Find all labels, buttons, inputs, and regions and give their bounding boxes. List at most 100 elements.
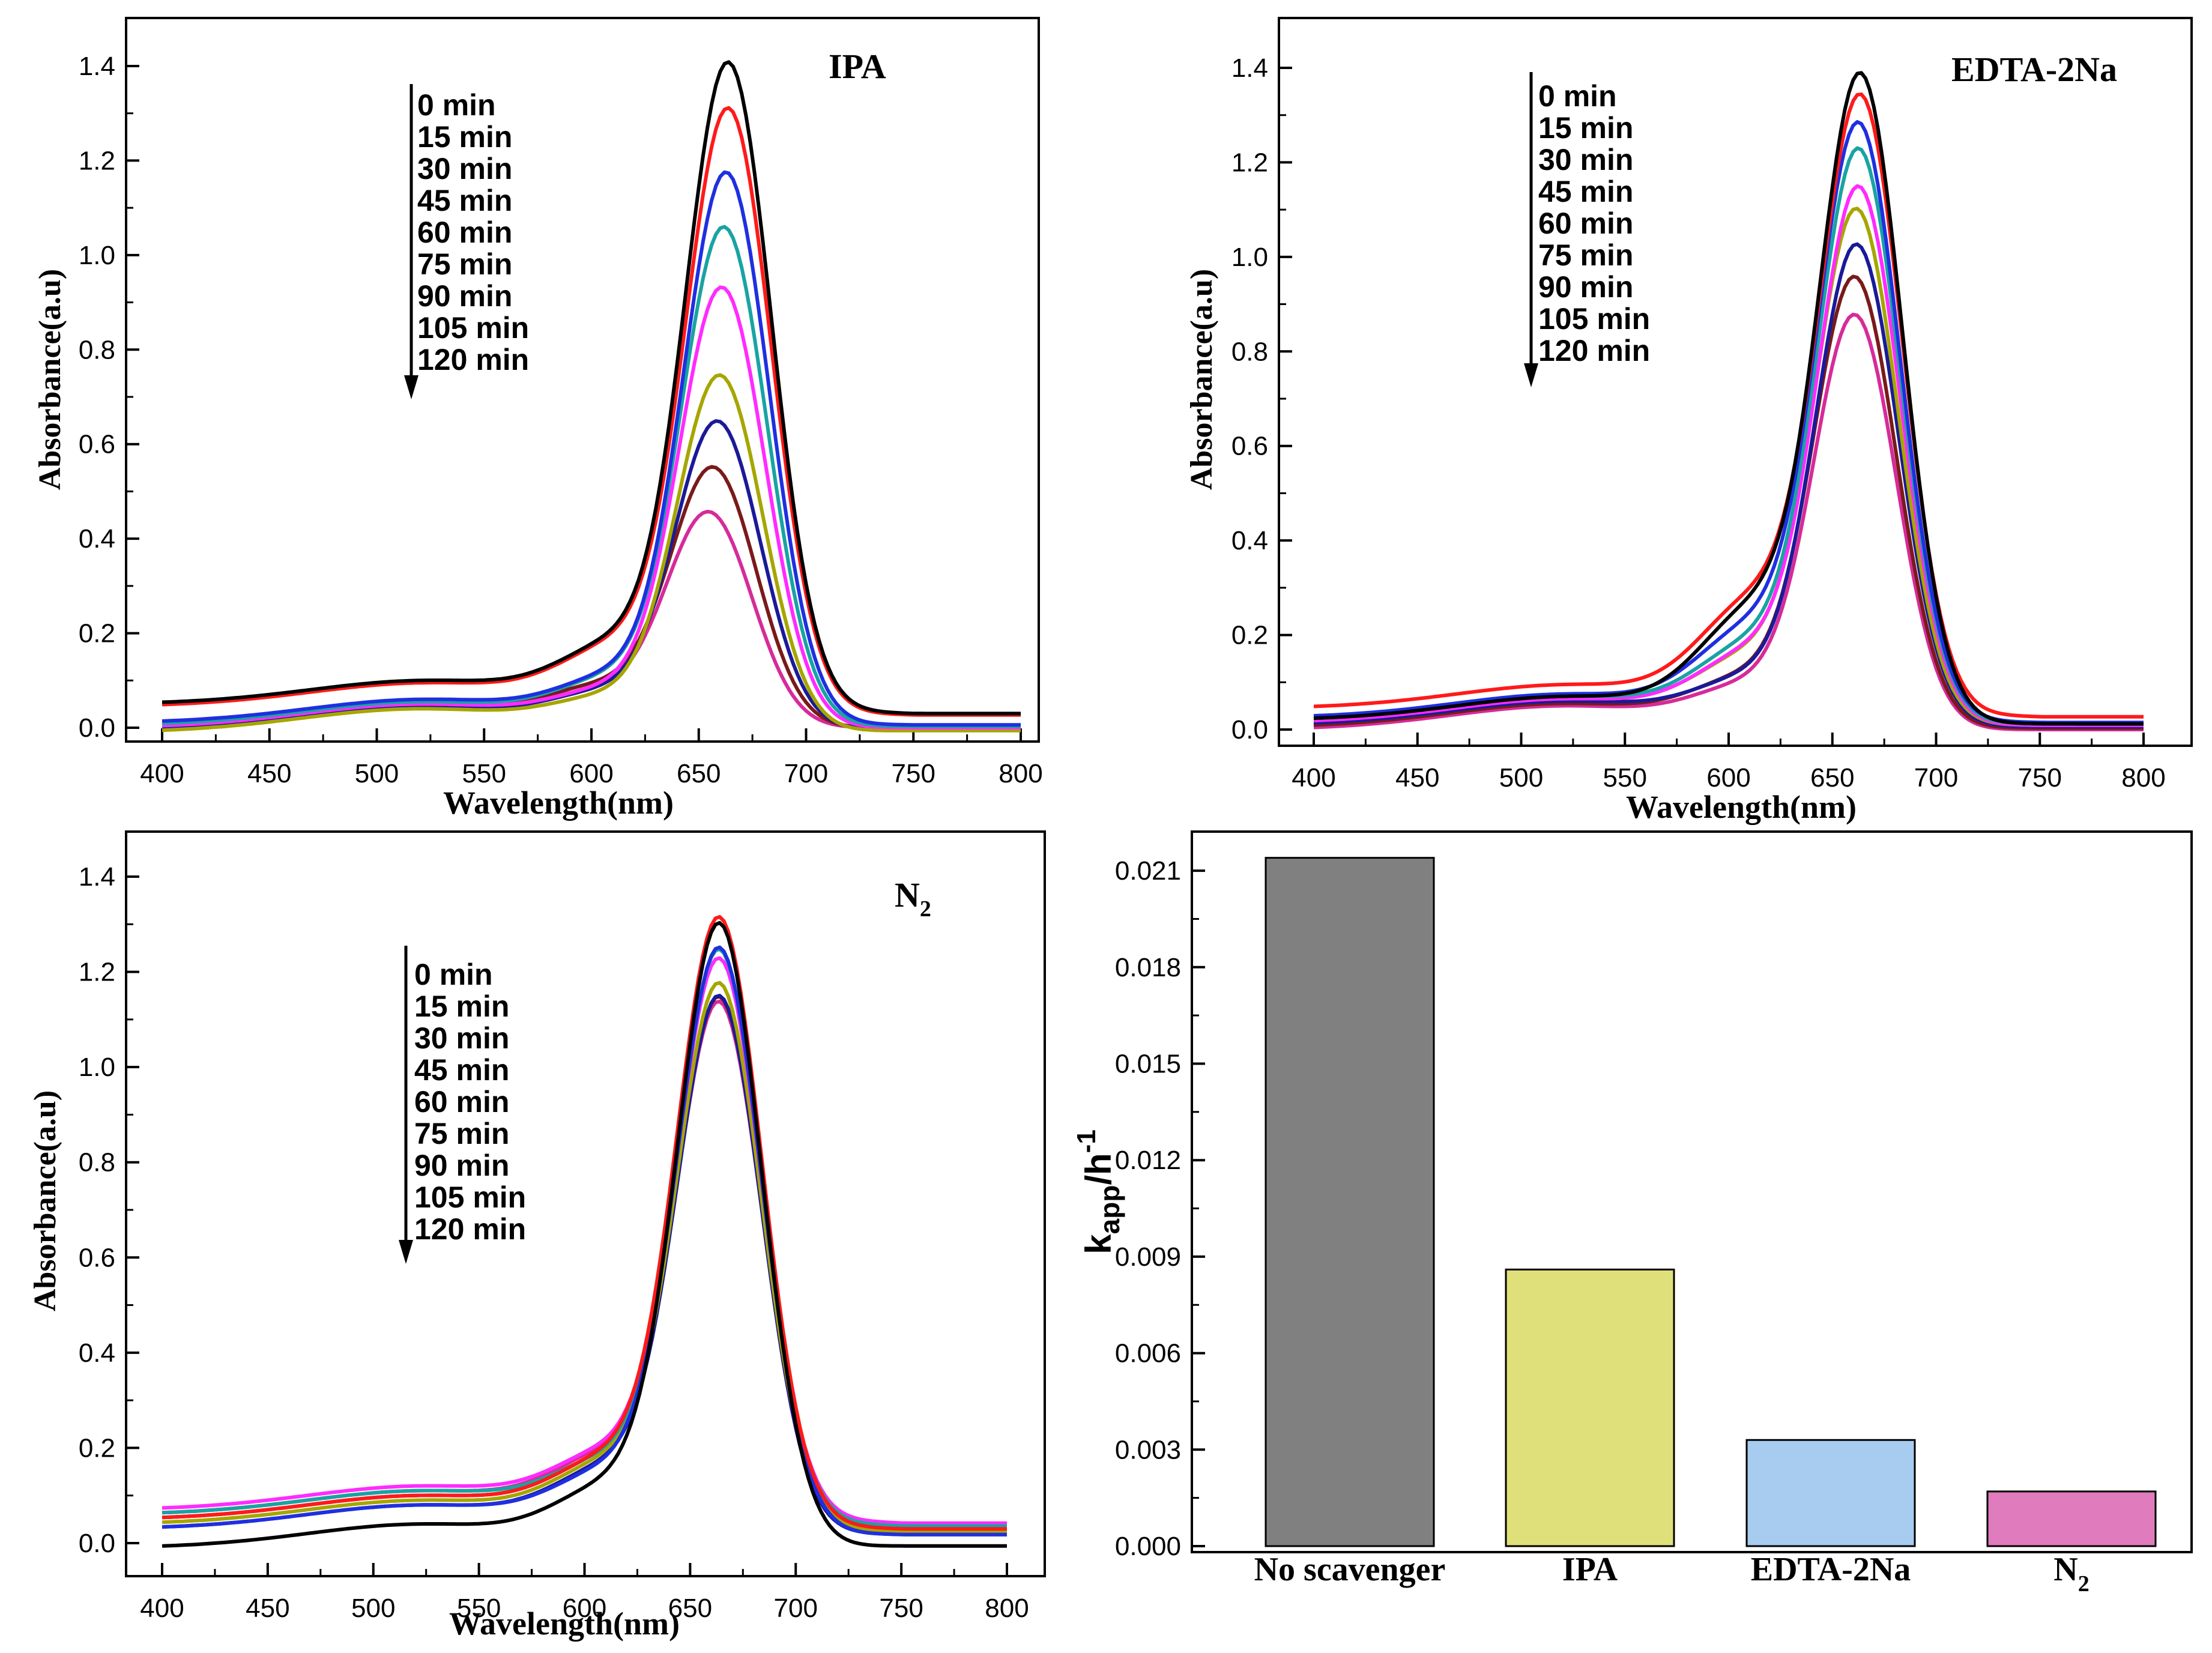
bar-ipa [1505, 1268, 1675, 1547]
legend-entry: 45 min [417, 184, 512, 217]
spectrum-line-15-min [162, 914, 1007, 1531]
x-tick-label: 800 [999, 759, 1042, 788]
y-tick-label: 1.4 [1231, 53, 1268, 83]
spectrum-line-0-min [162, 60, 1021, 716]
legend-entry: 0 min [414, 958, 493, 991]
y-tick-label: 1.0 [79, 241, 115, 270]
y-tick-label: 0.012 [1115, 1146, 1181, 1175]
panel-title: EDTA-2Na [1951, 50, 2117, 89]
bar-edta-2na [1745, 1439, 1916, 1547]
legend-entry: 30 min [1538, 143, 1633, 177]
x-tick-label: 500 [351, 1594, 395, 1623]
y-tick-label: 1.4 [79, 52, 115, 81]
y-axis-label: Absorbance(a.u) [1185, 269, 1219, 490]
y-tick-label: 0.8 [79, 335, 115, 364]
x-tick-label: 600 [1706, 763, 1750, 793]
y-tick-label: 0.0 [1231, 715, 1268, 745]
x-tick-label: 750 [892, 759, 935, 788]
y-tick-label: 0.006 [1115, 1339, 1181, 1368]
legend-entry: 30 min [414, 1021, 509, 1055]
y-tick-label: 0.4 [1231, 526, 1268, 555]
legend-entry: 105 min [414, 1180, 526, 1214]
y-tick-label: 0.2 [79, 619, 115, 648]
y-tick-label: 0.018 [1115, 953, 1181, 982]
spectrum-line-0-min [1313, 71, 2144, 726]
x-tick-label: 700 [784, 759, 828, 788]
y-tick-label: 0.8 [79, 1148, 115, 1177]
y-tick-label: 0.021 [1115, 856, 1181, 886]
legend-entry: 75 min [1538, 238, 1633, 272]
panel-title-sub: 2 [920, 896, 931, 922]
spectrum-line-15-min [1313, 92, 2144, 719]
y-tick-label: 0.009 [1115, 1242, 1181, 1272]
category-label-sub: 2 [2078, 1571, 2090, 1597]
legend-entry: 30 min [417, 152, 512, 186]
x-tick-label: 450 [1395, 763, 1439, 793]
spectrum-line-30-min [162, 945, 1007, 1537]
y-tick-label: 0.2 [79, 1433, 115, 1463]
x-tick-label: 650 [668, 1594, 712, 1623]
legend-entry: 105 min [1538, 302, 1650, 336]
category-label: N2 [2053, 1551, 2089, 1597]
bar-no-scavenger [1265, 857, 1435, 1547]
panel-title: N2 [895, 875, 931, 922]
category-label-main: No scavenger [1254, 1551, 1446, 1588]
y-tick-label: 0.4 [79, 524, 115, 554]
x-tick-label: 550 [457, 1594, 501, 1623]
legend-entry: 120 min [414, 1212, 526, 1246]
y-tick-label: 1.2 [79, 958, 115, 987]
x-tick-label: 450 [247, 759, 291, 788]
x-tick-label: 700 [774, 1594, 818, 1623]
category-label-main: N [2053, 1551, 2078, 1588]
legend-entry: 15 min [414, 990, 509, 1023]
x-tick-label: 650 [677, 759, 721, 788]
legend-entry: 15 min [1538, 111, 1633, 145]
x-tick-label: 500 [355, 759, 399, 788]
legend-entry: 45 min [1538, 175, 1633, 208]
time-arrow-head [1524, 363, 1538, 387]
y-tick-label: 1.0 [1231, 243, 1268, 272]
category-label: IPA [1562, 1551, 1618, 1588]
spectrum-line-60-min [162, 956, 1007, 1525]
legend-entry: 60 min [414, 1085, 509, 1119]
y-tick-label: 0.6 [79, 1243, 115, 1272]
plot-frame [125, 17, 1040, 743]
legend-entry: 90 min [1538, 270, 1633, 304]
y-tick-label: 0.6 [79, 430, 115, 459]
x-tick-label: 500 [1499, 763, 1543, 793]
x-tick-label: 800 [985, 1594, 1029, 1623]
panel-ipa: 400 450 500 550 600 650 700 750 800 0.0 0.2 0.4 0.6 0… [33, 17, 1043, 821]
spectrum-line-30-min [162, 170, 1021, 727]
x-tick-label: 450 [246, 1594, 289, 1623]
x-tick-label: 550 [462, 759, 506, 788]
category-label: No scavenger [1254, 1551, 1446, 1588]
ylabel-k: k [1078, 1234, 1119, 1254]
x-tick-label: 700 [1914, 763, 1958, 793]
spectrum-line-0-min [162, 920, 1007, 1548]
legend-entry: 60 min [417, 216, 512, 249]
x-tick-label: 650 [1810, 763, 1854, 793]
panel-kapp-bar: 0.000 0.003 0.006 0.009 0.012 0.015 0.018 0.021… [1072, 830, 2193, 1597]
x-tick-label: 400 [140, 1594, 184, 1623]
x-axis-label: Wavelength(nm) [449, 1606, 680, 1642]
x-tick-label: 750 [2018, 763, 2062, 793]
y-tick-label: 1.2 [79, 146, 115, 175]
y-tick-label: 1.4 [79, 862, 115, 892]
x-tick-label: 400 [1292, 763, 1335, 793]
y-tick-label: 0.0 [79, 1529, 115, 1558]
y-tick-label: 0.0 [79, 713, 115, 743]
x-tick-label: 600 [563, 1594, 606, 1623]
y-tick-label: 0.003 [1115, 1435, 1181, 1464]
time-arrow-head [404, 375, 419, 399]
legend-entry: 105 min [417, 311, 529, 345]
y-tick-label: 1.2 [1231, 148, 1268, 177]
y-axis-label: Absorbance(a.u) [33, 269, 67, 490]
legend-entry: 90 min [414, 1149, 509, 1182]
y-tick-label: 0.8 [1231, 337, 1268, 366]
legend-entry: 60 min [1538, 207, 1633, 240]
legend-entry: 75 min [414, 1117, 509, 1150]
x-tick-label: 550 [1603, 763, 1647, 793]
y-axis-label: kapp/h-1 [1072, 1129, 1125, 1254]
x-tick-label: 600 [569, 759, 613, 788]
